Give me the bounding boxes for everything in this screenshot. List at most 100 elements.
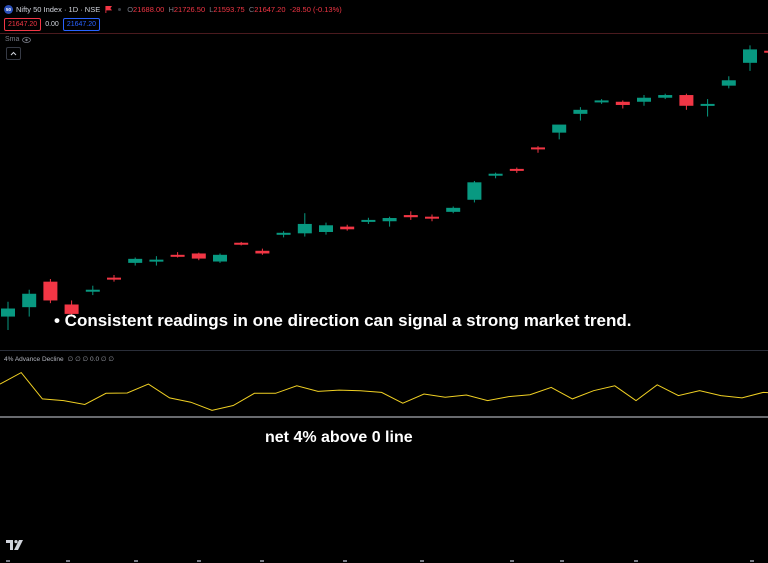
low-label: L xyxy=(209,4,214,14)
candle-body xyxy=(85,289,100,292)
chevron-up-icon xyxy=(10,51,17,56)
candle[interactable] xyxy=(43,278,58,304)
candle[interactable] xyxy=(679,93,694,110)
sma-legend[interactable]: Sma xyxy=(5,36,32,43)
candle[interactable] xyxy=(615,100,630,109)
candle[interactable] xyxy=(85,285,100,296)
candle[interactable] xyxy=(276,231,291,238)
candle-body xyxy=(637,97,651,102)
low-value: 21593.75 xyxy=(213,4,245,14)
candle-body xyxy=(340,226,355,230)
candle[interactable] xyxy=(700,99,715,117)
candle[interactable] xyxy=(361,217,376,224)
symbol-logo-icon[interactable]: 50 xyxy=(4,4,13,14)
candle-body xyxy=(319,225,333,232)
candle-body xyxy=(658,95,673,98)
trend-annotation: • Consistent readings in one direction c… xyxy=(54,311,632,330)
candle-body xyxy=(700,103,715,106)
sell-button[interactable]: 21647.20 xyxy=(4,18,42,31)
candle[interactable] xyxy=(107,274,121,282)
candle[interactable] xyxy=(721,76,736,89)
candle[interactable] xyxy=(637,95,651,106)
candle-body xyxy=(234,242,249,245)
indicator-legend[interactable]: 4% Advance Decline ∅ ∅ ∅ 0.0 ∅ ∅ xyxy=(4,355,114,363)
candle-body xyxy=(361,219,376,222)
candlestick-chart[interactable] xyxy=(0,0,768,350)
candle-body xyxy=(43,281,58,301)
candle[interactable] xyxy=(425,214,439,222)
candle[interactable] xyxy=(743,45,757,71)
candle[interactable] xyxy=(213,253,227,263)
candle[interactable] xyxy=(22,289,37,317)
pane-divider[interactable] xyxy=(0,350,768,351)
candle-body xyxy=(213,254,227,262)
open-label: O xyxy=(127,4,134,14)
open-value: 21688.00 xyxy=(133,4,165,14)
ohlc-values: O21688.00 H21726.50 L21593.75 C21647.20 … xyxy=(127,5,344,14)
sma-label: Sma xyxy=(5,36,20,43)
tradingview-logo[interactable] xyxy=(6,540,24,550)
candle[interactable] xyxy=(234,241,249,246)
candle-body xyxy=(679,95,694,106)
candle[interactable] xyxy=(149,256,164,266)
candle-body xyxy=(149,259,164,262)
high-value: 21726.50 xyxy=(173,4,206,14)
candle[interactable] xyxy=(128,257,143,266)
indicator-title: 4% Advance Decline xyxy=(4,356,64,363)
close-value: 21647.20 xyxy=(254,4,286,14)
candle-body xyxy=(467,182,482,200)
advance-decline-line[interactable] xyxy=(0,371,768,411)
candle-body xyxy=(446,207,461,212)
candle[interactable] xyxy=(382,216,397,227)
indicator-chart[interactable] xyxy=(0,351,768,561)
candle-body xyxy=(1,308,15,317)
price-line xyxy=(0,33,768,34)
buy-button[interactable]: 21647.20 xyxy=(62,18,101,31)
candle[interactable] xyxy=(552,124,567,140)
candle[interactable] xyxy=(403,211,418,220)
time-axis[interactable] xyxy=(0,559,768,563)
candle[interactable] xyxy=(658,93,673,100)
change-value: -28.50 (-0.13%) xyxy=(289,4,342,14)
candle-body xyxy=(531,147,545,150)
candle[interactable] xyxy=(319,222,333,235)
candle-body xyxy=(191,253,206,259)
candle[interactable] xyxy=(594,99,609,104)
candle[interactable] xyxy=(531,146,545,153)
collapse-legend-button[interactable] xyxy=(6,47,21,60)
candle[interactable] xyxy=(64,300,79,317)
candle[interactable] xyxy=(467,180,482,203)
candle[interactable] xyxy=(297,213,312,237)
close-label: C xyxy=(248,4,255,14)
candle[interactable] xyxy=(1,301,15,330)
candle[interactable] xyxy=(573,107,588,121)
market-status-dot xyxy=(118,7,122,11)
symbol-title[interactable]: Nifty 50 Index · 1D · NSE xyxy=(16,4,101,14)
candle-body xyxy=(128,258,143,263)
candle-body xyxy=(255,250,270,254)
eye-icon[interactable] xyxy=(22,36,32,43)
candle[interactable] xyxy=(488,172,503,179)
candle[interactable] xyxy=(446,206,461,214)
candle[interactable] xyxy=(764,48,768,57)
spread-value: 0.00 xyxy=(45,21,59,28)
candle-body xyxy=(64,304,79,314)
high-label: H xyxy=(168,4,174,14)
candle-body xyxy=(509,168,524,171)
candle-body xyxy=(721,80,736,86)
candle[interactable] xyxy=(170,252,185,258)
candle-body xyxy=(743,49,757,63)
candle-body xyxy=(573,109,588,114)
candle[interactable] xyxy=(340,224,355,231)
candle[interactable] xyxy=(255,248,270,255)
candle-body xyxy=(552,124,567,133)
candle-body xyxy=(107,277,121,280)
flag-icon[interactable] xyxy=(105,5,113,13)
candle-body xyxy=(488,173,503,176)
candle[interactable] xyxy=(509,167,524,173)
candle-body xyxy=(382,218,397,222)
candle[interactable] xyxy=(191,252,206,261)
chart-header: 50 Nifty 50 Index · 1D · NSE O21688.00 H… xyxy=(4,3,344,15)
candle-body xyxy=(425,216,439,219)
